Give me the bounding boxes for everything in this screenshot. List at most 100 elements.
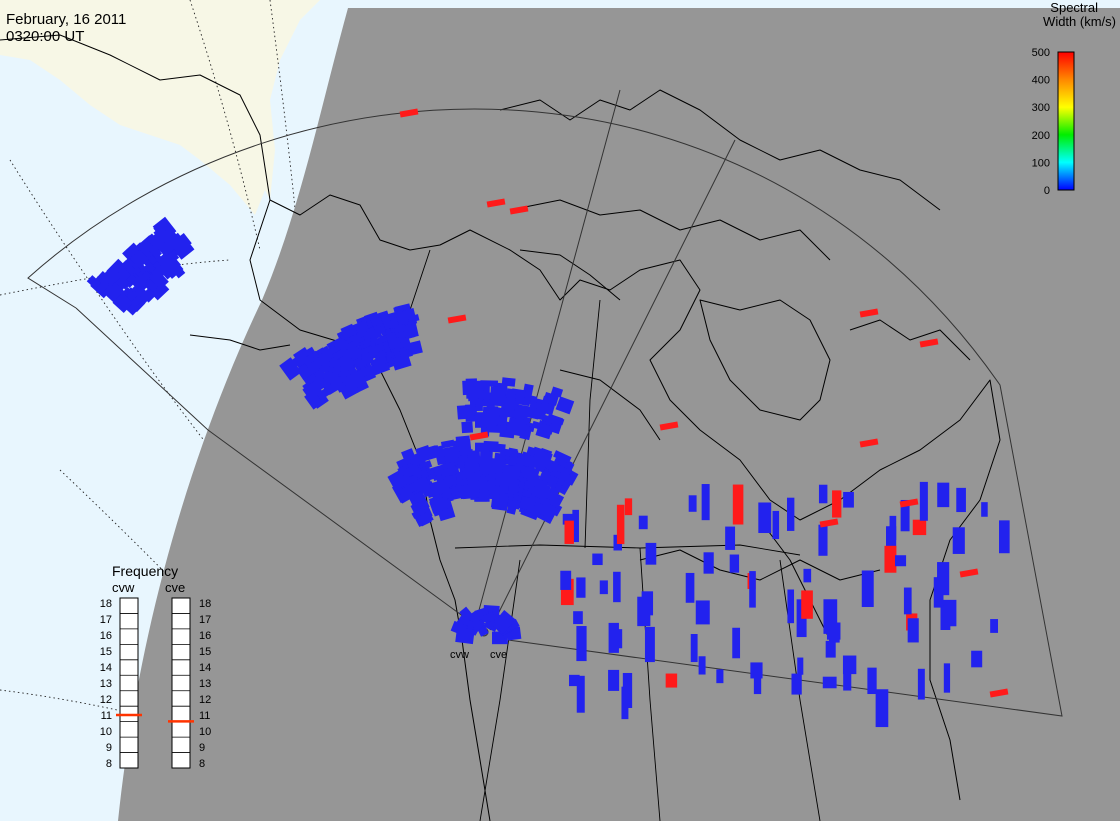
scatter-cell — [832, 490, 841, 517]
scatter-cell — [773, 511, 780, 539]
frequency-scale-label-cvw: 8 — [106, 758, 112, 770]
scatter-cell — [666, 674, 677, 688]
scatter-cell — [704, 552, 714, 573]
scatter-cell — [573, 611, 583, 624]
scatter-cell — [862, 570, 874, 607]
frequency-title: Frequency — [112, 563, 178, 579]
scatter-cell — [920, 482, 928, 521]
scatter-cell — [730, 555, 739, 573]
scatter-cell — [990, 619, 998, 633]
scatter-cell — [823, 599, 837, 634]
frequency-scale-label-cve: 18 — [199, 598, 211, 610]
frequency-scale-label-cve: 12 — [199, 694, 211, 706]
colorbar-tick-label: 400 — [1032, 75, 1050, 87]
scatter-cell — [787, 498, 794, 531]
frequency-scale-label-cvw: 15 — [100, 646, 112, 658]
scatter-cell — [639, 599, 652, 614]
colorbar-title-line2: Width (km/s) — [1043, 14, 1116, 29]
scatter-cell — [732, 628, 740, 659]
scatter-cell — [904, 588, 912, 615]
frequency-radar-label-cve: cve — [165, 580, 185, 595]
scatter-cell — [908, 618, 919, 642]
frequency-scale-label-cvw: 10 — [100, 726, 112, 738]
scatter-cell — [981, 502, 988, 517]
scatter-cell — [895, 555, 906, 566]
frequency-scale-label-cvw: 14 — [100, 662, 112, 674]
scatter-cell — [876, 689, 889, 727]
scatter-cell — [617, 505, 624, 544]
scatter-cell — [940, 605, 950, 630]
scatter-cell — [754, 665, 761, 694]
scatter-cell — [733, 485, 744, 525]
frequency-scale-label-cvw: 17 — [100, 614, 112, 626]
scatter-cell — [621, 687, 628, 720]
scatter-cell — [639, 516, 648, 530]
colorbar-title-line1: Spectral — [1050, 0, 1098, 15]
frequency-scale-label-cve: 9 — [199, 742, 205, 754]
scatter-cell — [462, 380, 471, 395]
frequency-scale-label-cve: 10 — [199, 726, 211, 738]
scatter-cell — [956, 488, 966, 512]
scatter-cell — [576, 626, 586, 661]
scatter-cell — [646, 543, 657, 565]
colorbar-tick-label: 300 — [1032, 102, 1050, 114]
radar-label-cve: cve — [490, 649, 507, 661]
frequency-scale-label-cve: 17 — [199, 614, 211, 626]
scatter-cell — [560, 571, 571, 590]
frequency-scale-label-cvw: 11 — [101, 710, 112, 722]
colorbar-tick-label: 100 — [1032, 157, 1050, 169]
scatter-cell — [826, 641, 836, 658]
colorbar-tick-label: 0 — [1044, 185, 1050, 197]
scatter-cell — [843, 492, 854, 508]
scatter-cell — [592, 554, 602, 566]
scatter-cell — [971, 651, 982, 668]
scatter-cell — [758, 502, 771, 533]
scatter-cell — [696, 600, 710, 624]
frequency-scale-label-cvw: 16 — [100, 630, 112, 642]
scatter-cell — [455, 628, 474, 645]
scatter-cell — [937, 483, 949, 507]
scatter-cell — [625, 498, 632, 515]
scatter-cell — [725, 527, 735, 550]
scatter-cell — [576, 577, 585, 597]
scatter-cell — [953, 527, 965, 554]
scatter-cell — [944, 663, 950, 692]
scatter-cell — [819, 485, 827, 504]
radar-label-cvw: cvw — [450, 649, 469, 661]
frequency-scale-label-cve: 8 — [199, 758, 205, 770]
time-label: 0320:00 UT — [6, 28, 84, 45]
scatter-cell — [577, 676, 585, 713]
scatter-cell — [818, 525, 827, 556]
scatter-cell — [600, 580, 608, 594]
colorbar-tick-label: 500 — [1032, 47, 1050, 59]
scatter-cell — [691, 634, 698, 662]
scatter-cell — [645, 627, 655, 662]
scatter-cell — [457, 405, 467, 419]
scatter-cell — [613, 572, 621, 602]
date-label: February, 16 2011 — [6, 11, 126, 28]
frequency-scale-label-cve: 11 — [199, 710, 210, 722]
scatter-cell — [867, 668, 876, 694]
frequency-scale-label-cvw: 12 — [100, 694, 112, 706]
frequency-scale-label-cve: 15 — [199, 646, 211, 658]
frequency-bar-cve — [172, 598, 190, 768]
scatter-cell — [716, 669, 723, 683]
scatter-cell — [999, 520, 1010, 553]
scatter-cell — [823, 677, 837, 689]
scatter-cell — [749, 571, 756, 608]
frequency-radar-label-cvw: cvw — [112, 580, 135, 595]
scatter-cell — [475, 443, 490, 452]
frequency-scale-label-cve: 16 — [199, 630, 211, 642]
frequency-scale-label-cvw: 18 — [100, 598, 112, 610]
scatter-cell — [797, 658, 803, 675]
scatter-cell — [461, 421, 473, 433]
scatter-cell — [913, 520, 926, 535]
frequency-scale-label-cvw: 13 — [100, 678, 112, 690]
scatter-cell — [934, 577, 944, 607]
frequency-scale-label-cvw: 9 — [106, 742, 112, 754]
scatter-cell — [803, 569, 811, 583]
scatter-cell — [791, 674, 801, 695]
scatter-cell — [702, 484, 710, 520]
colorbar-gradient — [1058, 52, 1074, 190]
